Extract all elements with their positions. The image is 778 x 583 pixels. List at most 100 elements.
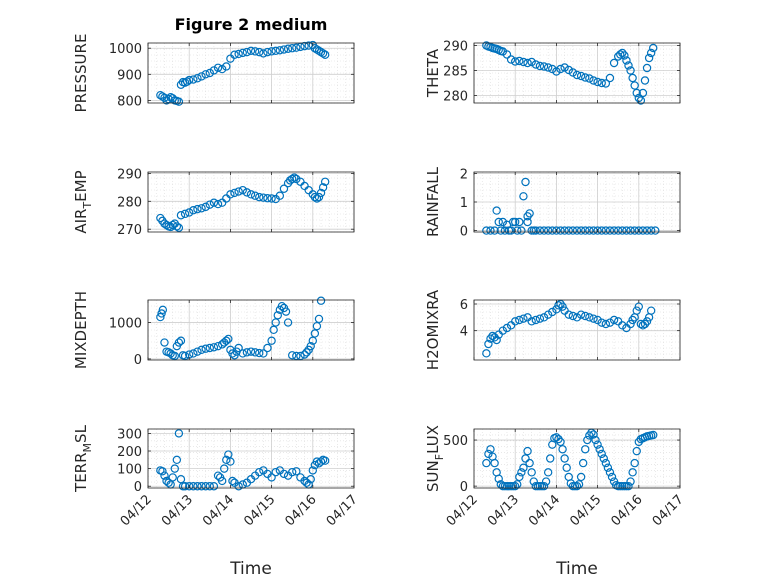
data-point — [197, 72, 206, 81]
data-point — [184, 208, 194, 217]
data-point — [576, 71, 586, 81]
data-point — [531, 60, 541, 69]
data-point — [649, 430, 658, 440]
data-point — [486, 226, 495, 235]
data-point — [312, 45, 322, 54]
data-point — [205, 200, 214, 209]
data-point — [511, 217, 520, 227]
data-point — [234, 343, 243, 353]
data-point — [193, 204, 202, 214]
data-point — [273, 311, 282, 320]
figure-title: Figure 2 medium — [175, 15, 328, 34]
data-point — [578, 458, 588, 468]
data-point — [572, 313, 582, 322]
data-point — [543, 310, 553, 319]
data-point — [576, 226, 586, 235]
chart-panel-mixdepth: 0 1000 MIXDEPTH — [72, 291, 355, 369]
data-point — [562, 463, 571, 472]
data-point — [506, 226, 516, 235]
axes-frame — [473, 42, 681, 104]
data-point — [593, 226, 602, 235]
data-point — [498, 326, 508, 335]
data-point — [601, 226, 611, 235]
data-point — [506, 55, 516, 64]
data-point — [572, 481, 582, 491]
y-tick-label: 6 — [460, 298, 468, 313]
data-point — [636, 96, 646, 105]
data-point — [271, 46, 280, 56]
data-point — [246, 46, 256, 56]
data-point — [616, 50, 625, 59]
y-tick-label: 270 — [117, 223, 142, 238]
data-point — [494, 217, 503, 227]
data-point — [226, 457, 235, 466]
data-point — [595, 445, 604, 454]
data-point — [246, 347, 256, 356]
data-point — [279, 469, 289, 479]
data-point — [312, 321, 322, 331]
data-point — [605, 73, 615, 83]
data-point — [308, 336, 317, 345]
data-point — [597, 449, 606, 459]
data-point — [560, 226, 569, 235]
data-point — [269, 325, 278, 335]
data-point — [288, 44, 297, 53]
y-tick-label: 0 — [134, 480, 142, 495]
data-point — [482, 349, 491, 358]
y-axis-label: THETA — [424, 48, 442, 98]
x-tick-label: 04/12 — [444, 492, 481, 529]
data-point — [642, 226, 652, 235]
data-point — [213, 199, 223, 209]
data-point — [644, 53, 654, 63]
data-point — [310, 44, 320, 53]
data-point — [597, 226, 606, 235]
data-point — [564, 65, 573, 75]
data-point — [492, 206, 501, 215]
data-point — [642, 63, 652, 73]
data-point — [622, 226, 631, 235]
y-axis-label: SUNFLUX — [424, 425, 446, 492]
axes-frame — [147, 428, 355, 489]
data-point — [275, 46, 285, 55]
data-point — [490, 333, 499, 342]
data-point — [320, 50, 330, 59]
data-point — [581, 311, 590, 321]
data-point — [515, 217, 524, 227]
data-point — [310, 192, 320, 202]
data-point — [316, 457, 326, 466]
chart-panel-sun-flux: 0 500 04/12 04/13 04/14 04/15 04/16 04/17 Time SU… — [424, 425, 687, 579]
data-point — [622, 56, 631, 65]
y-tick-label: 800 — [117, 94, 142, 109]
data-point — [496, 226, 505, 235]
data-point — [548, 64, 557, 74]
x-axis-label: Time — [555, 559, 598, 579]
y-tick-label: 4 — [460, 325, 468, 340]
data-point — [189, 75, 198, 84]
data-point — [646, 48, 656, 58]
x-tick-label: 04/13 — [159, 492, 196, 529]
data-point — [226, 190, 235, 199]
data-point — [543, 468, 553, 477]
data-point — [484, 449, 493, 459]
data-point — [609, 315, 619, 325]
data-point — [626, 66, 635, 75]
data-point — [238, 185, 247, 195]
data-point — [156, 312, 165, 322]
data-point — [224, 334, 233, 344]
data-point — [568, 311, 578, 321]
data-point — [626, 226, 635, 235]
data-point — [156, 90, 165, 100]
data-point — [300, 41, 309, 51]
y-tick-label: 0 — [134, 353, 142, 368]
x-axis-label: Time — [229, 559, 272, 579]
data-point — [591, 435, 600, 445]
data-point — [581, 226, 590, 235]
y-tick-label: 1 — [460, 196, 468, 211]
data-point — [222, 62, 231, 71]
data-point — [180, 209, 190, 219]
data-point — [222, 336, 231, 345]
data-point — [314, 46, 324, 56]
data-point — [646, 226, 656, 235]
y-tick-label: 280 — [117, 195, 142, 210]
